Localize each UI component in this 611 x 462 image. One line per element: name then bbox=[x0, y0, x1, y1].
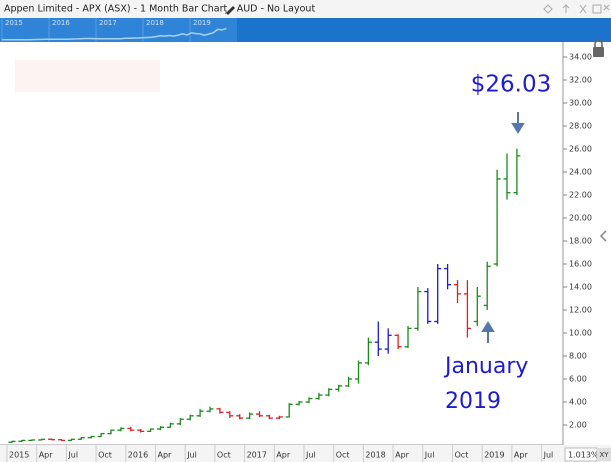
x-tick-label: Oct bbox=[455, 451, 469, 460]
x-tick-label: Apr bbox=[39, 451, 54, 460]
navigator-line bbox=[2, 27, 227, 41]
maximize-icon[interactable] bbox=[592, 4, 602, 14]
x-tick-label: Jul bbox=[424, 451, 435, 460]
lock-icon[interactable] bbox=[593, 47, 604, 57]
tool-icon[interactable] bbox=[579, 4, 587, 14]
y-tick-label: 22.00 bbox=[569, 191, 592, 200]
x-tick-label: Oct bbox=[217, 451, 231, 460]
y-tick-label: 4.00 bbox=[569, 398, 587, 407]
x-tick-label: 2017 bbox=[247, 451, 267, 460]
y-tick-label: 6.00 bbox=[569, 375, 587, 384]
x-tick-label: Jul bbox=[67, 451, 78, 460]
y-tick-label: 18.00 bbox=[569, 237, 592, 246]
x-tick-label: 2019 bbox=[484, 451, 504, 460]
y-tick-label: 26.00 bbox=[569, 145, 592, 154]
x-tick-label: Apr bbox=[395, 451, 410, 460]
xy-label: XY bbox=[599, 451, 609, 459]
window-title: Appen Limited - APX (ASX) - 1 Month Bar … bbox=[4, 4, 315, 15]
xy-button[interactable] bbox=[597, 448, 611, 461]
x-tick-label: 2015 bbox=[9, 451, 29, 460]
date-annotation: 2019 bbox=[445, 389, 501, 414]
up-arrow bbox=[481, 321, 495, 343]
navigator-label: 2016 bbox=[52, 19, 70, 27]
plot-area bbox=[0, 42, 563, 445]
y-tick-label: 8.00 bbox=[569, 352, 587, 361]
navigator-label: 2019 bbox=[193, 19, 211, 27]
pin-icon[interactable] bbox=[543, 4, 553, 14]
x-axis-band bbox=[0, 445, 611, 462]
y-tick-label: 16.00 bbox=[569, 260, 592, 269]
x-tick-label: 2018 bbox=[365, 451, 385, 460]
x-tick-label: Apr bbox=[276, 451, 291, 460]
x-tick-label: Jul bbox=[305, 451, 316, 460]
x-tick-label: Apr bbox=[514, 451, 529, 460]
date-annotation: January bbox=[443, 354, 528, 379]
x-tick-label: Jul bbox=[186, 451, 197, 460]
y-tick-label: 32.00 bbox=[569, 76, 592, 85]
title-bar bbox=[0, 0, 611, 18]
x-tick-label: Oct bbox=[336, 451, 350, 460]
y-tick-label: 14.00 bbox=[569, 283, 592, 292]
price-annotation: $26.03 bbox=[471, 72, 551, 98]
navigator-label: 2018 bbox=[146, 19, 164, 27]
x-tick-label: Apr bbox=[158, 451, 173, 460]
y-tick-label: 10.00 bbox=[569, 329, 592, 338]
navigator-label: 2017 bbox=[99, 19, 117, 27]
zoom-label: 1.013% bbox=[568, 451, 599, 460]
close-icon[interactable] bbox=[603, 4, 610, 11]
collapse-arrow[interactable] bbox=[599, 230, 607, 242]
y-tick-label: 2.00 bbox=[569, 421, 587, 430]
x-tick-label: Jul bbox=[543, 451, 554, 460]
legend-placeholder bbox=[15, 60, 160, 92]
y-tick-label: 24.00 bbox=[569, 168, 592, 177]
navigator-label: 2015 bbox=[5, 19, 23, 27]
y-tick-label: 20.00 bbox=[569, 214, 592, 223]
x-tick-label: Oct bbox=[98, 451, 112, 460]
navigator-window[interactable] bbox=[0, 18, 237, 42]
y-tick-label: 12.00 bbox=[569, 306, 592, 315]
y-tick-label: 34.00 bbox=[569, 53, 592, 62]
y-tick-label: 30.00 bbox=[569, 99, 592, 108]
lock-shackle bbox=[594, 39, 603, 47]
down-arrow bbox=[511, 112, 525, 134]
move-icon[interactable] bbox=[562, 4, 570, 13]
edit-icon[interactable] bbox=[225, 6, 235, 15]
y-tick-label: 28.00 bbox=[569, 122, 592, 131]
x-tick-label: 2016 bbox=[128, 451, 148, 460]
